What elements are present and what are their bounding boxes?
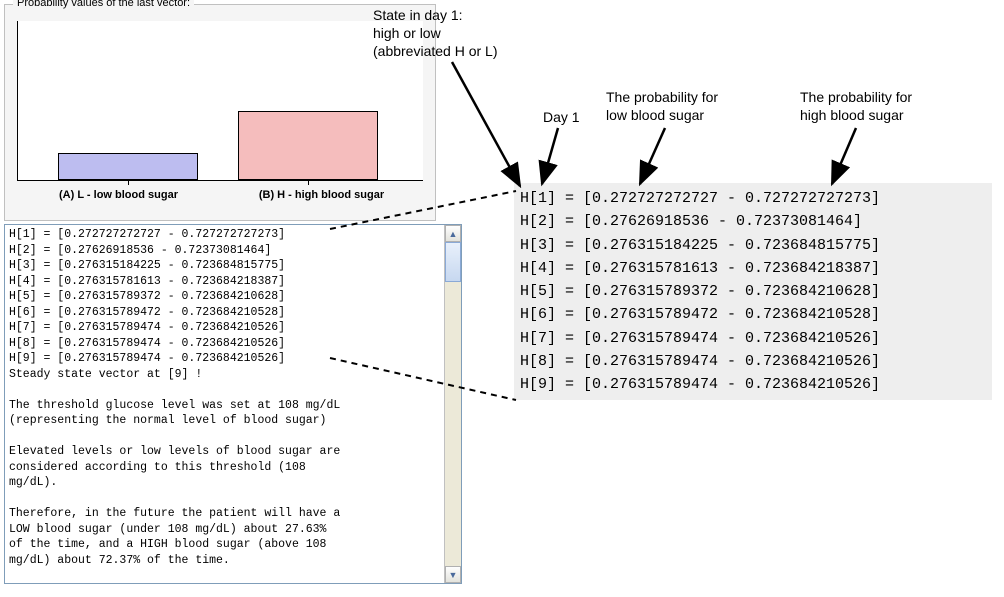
scroll-thumb[interactable] — [445, 242, 461, 282]
textbox-content[interactable]: H[1] = [0.272727272727 - 0.727272727273]… — [5, 225, 444, 583]
probability-panel: Probability values of the last vector: (… — [4, 4, 436, 221]
annot-prob-low: The probability for low blood sugar — [606, 88, 718, 124]
scrollbar[interactable]: ▲ ▼ — [444, 225, 461, 583]
bar-high — [238, 111, 378, 180]
bar-label-a: (A) L - low blood sugar — [17, 189, 220, 201]
annot-prob-high: The probability for high blood sugar — [800, 88, 912, 124]
annot-state-day1: State in day 1: high or low (abbreviated… — [373, 6, 498, 61]
bar-chart — [17, 21, 423, 181]
axis-labels: (A) L - low blood sugar (B) H - high blo… — [17, 189, 423, 201]
panel-title: Probability values of the last vector: — [13, 0, 194, 9]
bar-low — [58, 153, 198, 180]
zoom-output: H[1] = [0.272727272727 - 0.727272727273]… — [514, 183, 992, 400]
bar-label-b: (B) H - high blood sugar — [220, 189, 423, 201]
scroll-down-button[interactable]: ▼ — [445, 566, 461, 583]
annot-day1: Day 1 — [543, 108, 580, 126]
output-textbox: H[1] = [0.272727272727 - 0.727272727273]… — [4, 224, 462, 584]
scroll-up-button[interactable]: ▲ — [445, 225, 461, 242]
